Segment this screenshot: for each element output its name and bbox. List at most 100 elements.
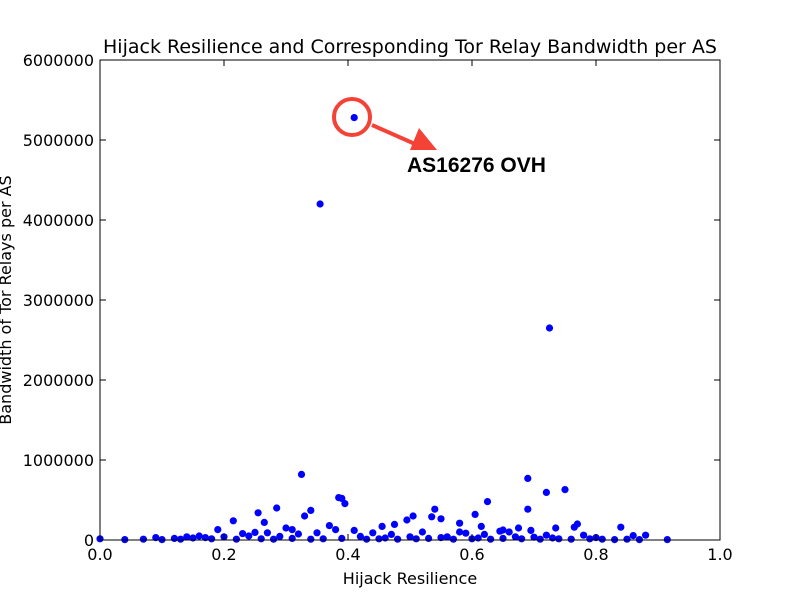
data-point	[294, 530, 302, 538]
data-point	[381, 534, 389, 542]
data-point	[189, 534, 197, 542]
data-point	[412, 535, 420, 543]
data-point	[208, 535, 216, 543]
data-point	[288, 534, 296, 543]
data-point	[301, 512, 309, 520]
data-point	[316, 200, 324, 208]
data-point	[239, 530, 247, 538]
data-point	[288, 526, 296, 534]
data-point	[514, 524, 523, 532]
data-point	[251, 528, 259, 537]
data-point	[580, 531, 588, 539]
data-point	[229, 517, 237, 525]
data-point	[586, 535, 594, 543]
data-point	[443, 533, 451, 541]
data-point	[437, 515, 445, 523]
data-point	[474, 534, 482, 542]
annotation-label: AS16276 OVH	[407, 154, 546, 177]
data-point	[561, 486, 569, 494]
data-point	[369, 529, 377, 537]
x-tick-label: 0.4	[335, 545, 360, 564]
data-point	[518, 535, 526, 543]
data-point	[449, 535, 457, 543]
data-point	[431, 505, 439, 513]
data-point	[313, 529, 321, 537]
data-point	[483, 498, 492, 506]
data-point	[387, 530, 395, 539]
data-point	[270, 535, 278, 543]
data-point	[375, 535, 383, 543]
data-point	[245, 532, 253, 540]
data-point	[394, 535, 402, 543]
data-point	[418, 528, 426, 536]
data-point	[403, 516, 411, 524]
data-point	[545, 324, 554, 332]
data-point	[629, 532, 637, 540]
data-point	[276, 532, 284, 541]
data-point	[425, 534, 433, 543]
axis-ticks: 0.0 0.2 0.4 0.6 0.8 1.0 0 1000000 2000000 3000000…	[23, 51, 733, 564]
data-points	[96, 114, 671, 544]
data-point	[363, 535, 371, 543]
data-point	[183, 533, 191, 541]
data-point	[524, 505, 532, 513]
data-point	[552, 524, 560, 532]
data-point	[170, 534, 178, 543]
y-tick-label: 1000000	[23, 451, 94, 470]
data-point	[297, 470, 306, 478]
data-point	[496, 527, 504, 535]
data-point	[350, 114, 358, 122]
data-point	[338, 534, 346, 543]
data-point	[406, 533, 414, 541]
data-point	[307, 506, 315, 514]
data-point	[471, 510, 479, 518]
data-point	[505, 528, 513, 536]
data-point	[260, 518, 268, 527]
x-tick-label: 0.6	[459, 545, 484, 564]
y-tick-label: 6000000	[23, 51, 94, 70]
x-tick-label: 1.0	[707, 545, 732, 564]
data-point	[282, 524, 290, 532]
data-point	[307, 535, 315, 543]
data-point	[437, 534, 445, 542]
annotation-circle	[332, 97, 372, 137]
x-tick-label: 0.0	[87, 545, 112, 564]
data-point	[390, 520, 399, 529]
data-point	[499, 534, 507, 543]
data-point	[487, 535, 495, 543]
data-point	[332, 526, 340, 534]
data-point	[152, 534, 160, 542]
data-point	[319, 535, 327, 543]
annotation: AS16276 OVH	[332, 97, 546, 177]
y-tick-label: 4000000	[23, 211, 94, 230]
data-point	[139, 535, 147, 543]
data-point	[570, 523, 578, 531]
data-point	[273, 504, 281, 512]
data-point	[356, 532, 364, 541]
data-point	[232, 535, 240, 543]
y-tick-label: 0	[84, 531, 94, 550]
x-tick-label: 0.8	[583, 545, 608, 564]
data-point	[341, 500, 349, 508]
data-point	[555, 535, 563, 543]
y-tick-label: 3000000	[23, 291, 94, 310]
y-tick-label: 5000000	[23, 131, 94, 150]
data-point	[480, 530, 488, 539]
y-axis-label: Bandwidth of Tor Relays per AS	[0, 175, 15, 424]
data-point	[549, 534, 557, 542]
data-point	[567, 535, 575, 543]
data-point	[257, 535, 265, 543]
data-point	[527, 526, 535, 535]
data-point	[536, 535, 544, 543]
data-point	[511, 533, 519, 541]
x-axis-label: Hijack Resilience	[343, 569, 477, 588]
data-point	[456, 519, 464, 527]
data-point	[378, 522, 386, 531]
data-point	[617, 523, 625, 531]
data-point	[642, 531, 650, 539]
data-point	[254, 509, 262, 517]
data-point	[524, 474, 532, 482]
data-point	[542, 488, 551, 496]
data-point	[350, 526, 358, 535]
